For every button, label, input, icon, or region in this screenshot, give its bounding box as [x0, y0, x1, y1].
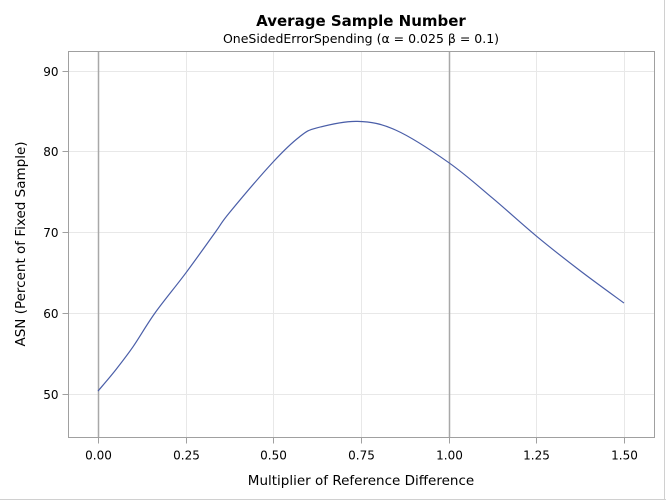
x-tick-label: 1.00 [436, 449, 463, 463]
x-axis-ticks: 0.00 0.25 0.50 0.75 1.00 1.25 1.50 [85, 437, 638, 463]
y-axis-ticks: 50 60 70 80 90 [43, 65, 69, 402]
x-tick-label: 1.50 [611, 449, 638, 463]
y-tick-label: 80 [43, 145, 58, 159]
x-tick-label: 0.25 [173, 449, 200, 463]
y-tick-label: 60 [43, 307, 58, 321]
x-tick-label: 0.00 [85, 449, 112, 463]
asn-curve [97, 120, 625, 392]
y-tick-label: 90 [43, 65, 58, 79]
x-tick-label: 0.50 [260, 449, 287, 463]
x-tick-label: 1.25 [523, 449, 550, 463]
y-tick-label: 70 [43, 226, 58, 240]
x-axis-label: Multiplier of Reference Difference [248, 473, 474, 489]
chart-subtitle: OneSidedErrorSpending (α = 0.025 β = 0.1… [223, 31, 499, 46]
y-tick-label: 50 [43, 388, 58, 402]
y-axis-label: ASN (Percent of Fixed Sample) [13, 141, 29, 346]
reference-lines [97, 51, 451, 438]
chart-title: Average Sample Number [256, 12, 466, 30]
gridlines [68, 51, 655, 438]
x-tick-label: 0.75 [348, 449, 375, 463]
